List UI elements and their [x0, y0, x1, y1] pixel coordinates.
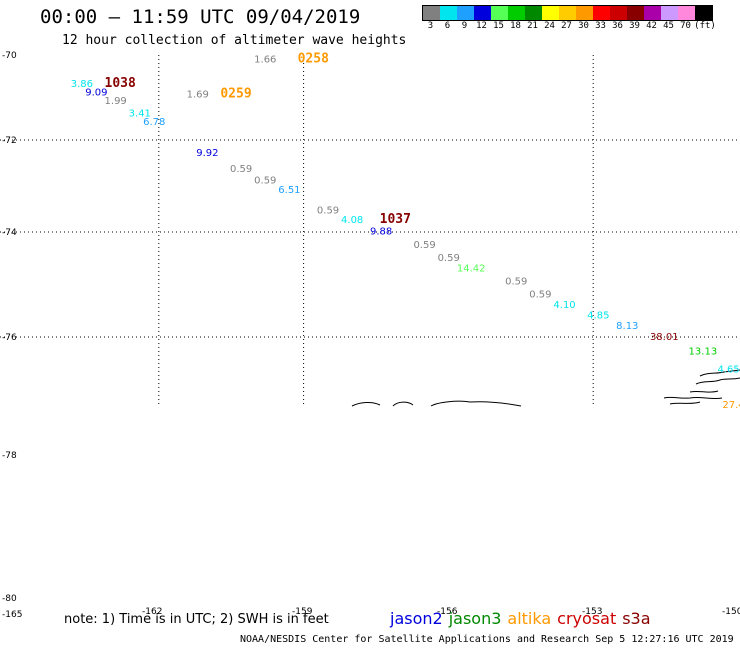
legend-swatch [593, 6, 610, 20]
wave-height-label: 1.69 [187, 90, 209, 101]
wave-height-label: 0.59 [317, 206, 339, 217]
legend-swatch [610, 6, 627, 20]
credit-line: NOAA/NESDIS Center for Satellite Applica… [240, 634, 734, 645]
wave-height-label: 0.59 [230, 164, 252, 175]
satellite-legend: jason2 jason3 altika cryosat s3a [390, 609, 657, 628]
satellite-name: jason2 [390, 609, 443, 628]
wave-height-label: 4.08 [341, 215, 363, 226]
wave-height-label: 1.99 [105, 96, 127, 107]
pass-time-label: 0258 [298, 52, 329, 67]
legend-swatch [678, 6, 695, 20]
legend-label: 36 [612, 21, 623, 31]
legend-swatch [576, 6, 593, 20]
coastline [689, 390, 719, 393]
coastline [392, 401, 414, 407]
satellite-name: cryosat [557, 609, 617, 628]
pass-time-label: 0259 [220, 87, 251, 102]
color-scale-legend [422, 5, 713, 21]
lat-label: -78 [2, 451, 17, 461]
legend-label: 3 [427, 21, 434, 31]
legend-label: 33 [595, 21, 606, 31]
lon-label: -159 [292, 607, 313, 617]
legend-label: 27 [561, 21, 572, 31]
satellite-name: altika [507, 609, 552, 628]
wave-height-label: 0.59 [438, 253, 460, 264]
lon-label: -153 [582, 607, 602, 617]
wave-height-label: 0.59 [529, 290, 551, 301]
legend-label: 42 [646, 21, 657, 31]
legend-label: 15 [493, 21, 504, 31]
legend-label: 6 [444, 21, 451, 31]
wave-height-label: 9.09 [85, 87, 107, 98]
wave-height-label: 4.85 [587, 311, 609, 322]
wave-height-label: 3.41 [129, 109, 151, 120]
legend-swatch [525, 6, 542, 20]
legend-swatch [474, 6, 491, 20]
legend-swatch [440, 6, 457, 20]
wave-height-label: 27.46 [722, 400, 740, 411]
color-scale-labels: 3 6 9 12 15 18 21 24 27 30 33 36 39 42 45 70 (ft) [422, 21, 740, 35]
wave-height-label: 3.86 [71, 79, 93, 90]
legend-swatch [542, 6, 559, 20]
legend-swatch [661, 6, 678, 20]
legend-label: 18 [510, 21, 521, 31]
wave-height-label: 38.01 [650, 332, 679, 343]
lat-label: -70 [2, 51, 17, 61]
wave-height-label: 9.88 [370, 227, 392, 238]
coastline [351, 402, 381, 407]
wave-height-label: 6.51 [278, 185, 300, 196]
footer-note: note: 1) Time is in UTC; 2) SWH is in fe… [64, 612, 329, 627]
map-subtitle: 12 hour collection of altimeter wave hei… [62, 33, 407, 48]
wave-height-label: 4.65 [718, 364, 740, 375]
lat-label: -74 [2, 228, 17, 238]
legend-swatch [457, 6, 474, 20]
legend-label: 70 [680, 21, 691, 31]
lat-label: -80 [2, 594, 17, 604]
wave-height-label: 9.92 [196, 148, 218, 159]
coastline [699, 369, 740, 377]
wave-height-label: 8.13 [616, 321, 638, 332]
wave-height-label: 4.10 [553, 300, 575, 311]
lon-label: -156 [437, 607, 458, 617]
legend-swatch [508, 6, 525, 20]
legend-swatch [423, 6, 440, 20]
legend-swatch [627, 6, 644, 20]
lat-label: -72 [2, 136, 17, 146]
satellite-name: jason3 [448, 609, 502, 628]
legend-swatch [559, 6, 576, 20]
lon-label: -150 [722, 607, 740, 617]
coastline [669, 401, 701, 405]
legend-swatch [491, 6, 508, 20]
wave-height-label: 1.66 [254, 55, 276, 66]
wave-height-label: 0.59 [505, 277, 527, 288]
coastline [430, 400, 522, 407]
map-title: 00:00 — 11:59 UTC 09/04/2019 [40, 6, 361, 28]
wave-height-label: 6.78 [143, 117, 165, 128]
legend-label: 9 [461, 21, 468, 31]
wave-height-label: 14.42 [457, 263, 486, 274]
pass-time-label: 1038 [105, 76, 136, 91]
legend-label: 21 [527, 21, 538, 31]
legend-label: 45 [663, 21, 674, 31]
wave-height-label: 0.59 [254, 176, 276, 187]
satellite-name: s3a [622, 609, 651, 628]
lon-label: -162 [142, 607, 162, 617]
lon-label: -165 [2, 610, 22, 620]
coastline [695, 377, 740, 385]
legend-swatch [644, 6, 661, 20]
legend-unit: (ft) [694, 21, 716, 31]
legend-swatch [695, 6, 712, 20]
lat-label: -76 [2, 333, 17, 343]
wave-height-label: 0.59 [413, 240, 435, 251]
legend-label: 39 [629, 21, 640, 31]
wave-height-label: 13.13 [689, 347, 718, 358]
legend-label: 24 [544, 21, 555, 31]
coastline [663, 396, 723, 400]
legend-label: 30 [578, 21, 589, 31]
pass-time-label: 1037 [380, 212, 411, 227]
legend-label: 12 [476, 21, 487, 31]
